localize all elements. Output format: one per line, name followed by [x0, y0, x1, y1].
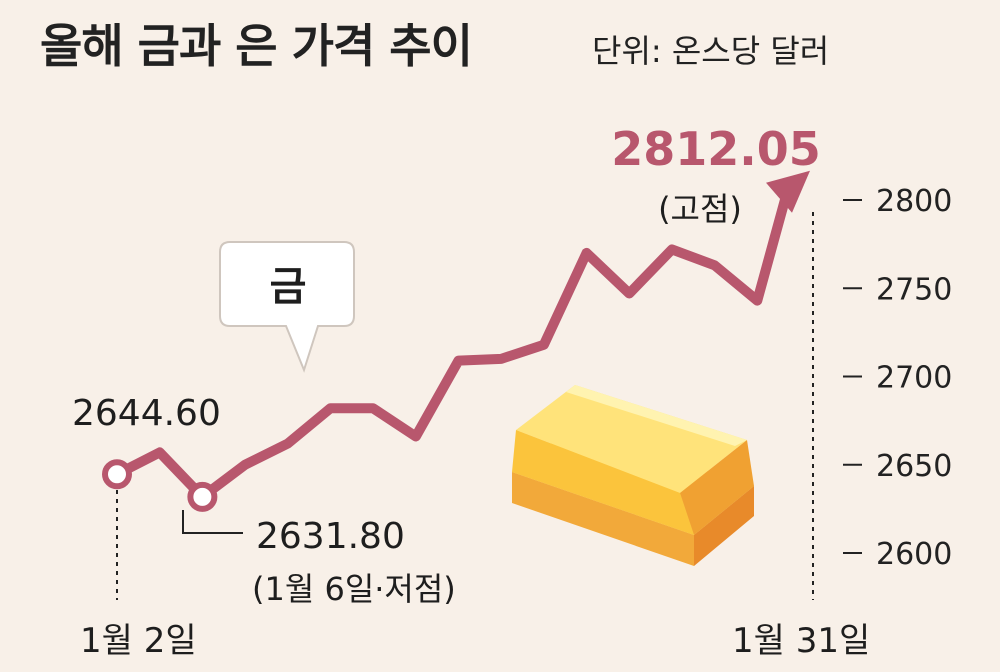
end-date-label: 1월 31일 [732, 621, 870, 661]
gold-price-line [112, 183, 793, 502]
chart-title: 올해 금과 은 가격 추이 [40, 19, 473, 73]
low-point-marker [187, 481, 218, 512]
high-note-label: (고점) [658, 190, 742, 228]
start-date-label: 1월 2일 [80, 621, 197, 661]
y-tick-label: 2750 [876, 272, 952, 307]
high-value-label: 2812.05 [611, 122, 821, 176]
low-note-label: (1월 6일·저점) [252, 570, 456, 608]
gold-bar-image [512, 385, 754, 566]
y-tick-label: 2800 [876, 184, 952, 219]
unit-label: 단위: 온스당 달러 [592, 32, 830, 70]
y-tick-label: 2600 [876, 537, 952, 572]
low-connector [182, 510, 243, 534]
start-value-label: 2644.60 [72, 393, 221, 434]
gold-price-arrowhead [766, 170, 810, 213]
y-tick-label: 2700 [876, 361, 952, 396]
y-axis: 2800 2750 2700 2650 2600 [843, 184, 952, 572]
series-tag-bubble [219, 241, 355, 373]
low-value-label: 2631.80 [256, 516, 405, 557]
y-tick-label: 2650 [876, 449, 952, 484]
series-tag-label: 금 [270, 264, 307, 310]
start-point-marker [102, 459, 132, 490]
